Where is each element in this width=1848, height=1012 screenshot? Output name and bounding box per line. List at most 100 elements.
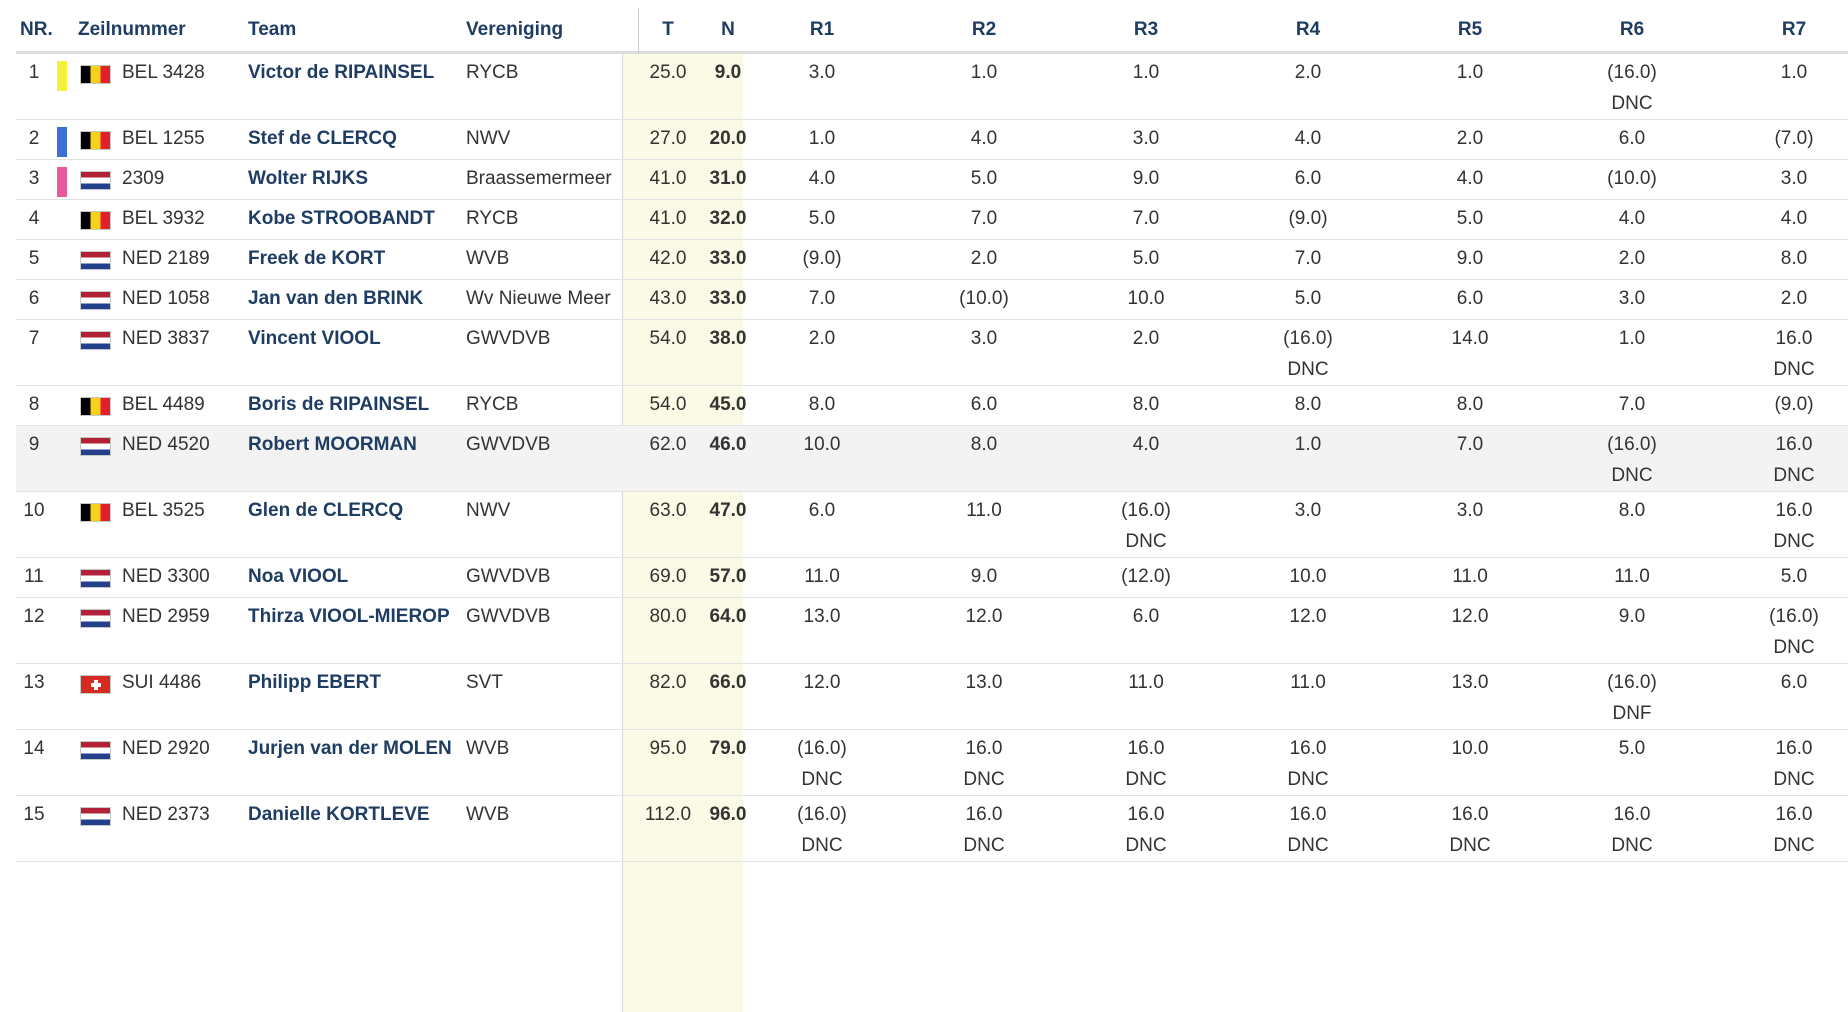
team-link[interactable]: Boris de RIPAINSEL	[248, 394, 430, 415]
total-points: 54.0	[649, 394, 687, 415]
race-penalty-code: DNC	[963, 769, 1005, 790]
race-score: 2.0	[1456, 128, 1484, 149]
header-race-7[interactable]: R7	[1781, 19, 1807, 40]
race-6-result: 1.0	[1572, 323, 1692, 354]
table-row[interactable]: 6 NED 1058 Jan van den BRINK Wv Nieuwe Meer…	[16, 280, 1848, 320]
table-row[interactable]: 11 NED 3300 Noa VIOOL GWVDVB 69.0 57.0 11.0 9.0…	[16, 558, 1848, 598]
header-club[interactable]: Vereniging	[466, 19, 564, 40]
race-4-result: 3.0	[1248, 495, 1368, 526]
table-row[interactable]: 4 BEL 3932 Kobe STROOBANDT RYCB 41.0 32.0 5.0 7…	[16, 200, 1848, 240]
rank: 7	[28, 328, 40, 349]
race-score: 9.0	[1618, 606, 1646, 627]
sail-number: NED 4520	[122, 434, 210, 455]
race-6-result: 11.0	[1572, 561, 1692, 592]
netherlands-flag-icon	[80, 609, 111, 628]
race-score: 12.0	[965, 606, 1003, 627]
total-points: 95.0	[649, 738, 687, 759]
race-score: 7.0	[1456, 434, 1484, 455]
table-row[interactable]: 3 2309 Wolter RIJKS Braassemermeer 41.0 31.0 4…	[16, 160, 1848, 200]
team-link[interactable]: Freek de KORT	[248, 248, 386, 269]
team-link[interactable]: Kobe STROOBANDT	[248, 208, 435, 229]
team-link[interactable]: Glen de CLERCQ	[248, 500, 404, 521]
header-race-6[interactable]: R6	[1619, 19, 1645, 40]
table-row[interactable]: 14 NED 2920 Jurjen van der MOLEN WVB 95.0 79.…	[16, 730, 1848, 796]
table-row[interactable]: 8 BEL 4489 Boris de RIPAINSEL RYCB 54.0 45.0 8…	[16, 386, 1848, 426]
race-score: 7.0	[1618, 394, 1646, 415]
race-7-result: (16.0) DNC	[1734, 601, 1848, 663]
race-score: 5.0	[808, 208, 836, 229]
header-team[interactable]: Team	[248, 19, 297, 40]
team-link[interactable]: Philipp EBERT	[248, 672, 381, 693]
total-points: 69.0	[649, 566, 687, 587]
header-sail-number[interactable]: Zeilnummer	[78, 19, 186, 40]
team-link[interactable]: Jurjen van der MOLEN	[248, 738, 452, 759]
team-link[interactable]: Vincent VIOOL	[248, 328, 381, 349]
race-5-result: 13.0	[1410, 667, 1530, 698]
race-2-result: 16.0 DNC	[924, 733, 1044, 795]
table-row[interactable]: 15 NED 2373 Danielle KORTLEVE WVB 112.0 96.0 (…	[16, 796, 1848, 862]
sail-number: NED 2959	[122, 606, 210, 627]
header-race-2[interactable]: R2	[971, 19, 997, 40]
team-link[interactable]: Danielle KORTLEVE	[248, 804, 430, 825]
team-link[interactable]: Thirza VIOOL-MIEROP	[248, 606, 450, 627]
race-6-result: 16.0 DNC	[1572, 799, 1692, 861]
race-3-result: 11.0	[1086, 667, 1206, 698]
rank: 1	[28, 62, 40, 83]
race-score: 14.0	[1451, 328, 1489, 349]
race-score: 5.0	[1618, 738, 1646, 759]
net-points: 57.0	[709, 566, 747, 587]
race-score: 2.0	[1618, 248, 1646, 269]
team-link[interactable]: Victor de RIPAINSEL	[248, 62, 435, 83]
table-row[interactable]: 12 NED 2959 Thirza VIOOL-MIEROP GWVDVB 80.0 6…	[16, 598, 1848, 664]
team-link[interactable]: Noa VIOOL	[248, 566, 349, 587]
table-row[interactable]: 9 NED 4520 Robert MOORMAN GWVDVB 62.0 46.0 10.…	[16, 426, 1848, 492]
race-1-result: 12.0	[762, 667, 882, 698]
race-3-result: (12.0)	[1086, 561, 1206, 592]
race-5-result: 3.0	[1410, 495, 1530, 526]
table-row[interactable]: 7 NED 3837 Vincent VIOOL GWVDVB 54.0 38.0 2.0 3…	[16, 320, 1848, 386]
race-2-result: 5.0	[924, 163, 1044, 194]
table-row[interactable]: 10 BEL 3525 Glen de CLERCQ NWV 63.0 47.0 6.0 11…	[16, 492, 1848, 558]
table-row[interactable]: 5 NED 2189 Freek de KORT WVB 42.0 33.0 (9.0) 2.…	[16, 240, 1848, 280]
team-link[interactable]: Wolter RIJKS	[248, 168, 369, 189]
header-race-3[interactable]: R3	[1133, 19, 1159, 40]
race-score: (16.0)	[1769, 606, 1819, 627]
header-race-1[interactable]: R1	[809, 19, 835, 40]
race-score: 11.0	[1452, 566, 1488, 587]
race-4-result: 2.0	[1248, 57, 1368, 88]
net-points: 79.0	[709, 738, 747, 759]
race-2-result: 2.0	[924, 243, 1044, 274]
race-4-result: 5.0	[1248, 283, 1368, 314]
table-row[interactable]: 2 BEL 1255 Stef de CLERCQ NWV 27.0 20.0 1.0 4.0…	[16, 120, 1848, 160]
race-score: 4.0	[808, 168, 836, 189]
club-name: Wv Nieuwe Meer	[466, 288, 611, 309]
team-link[interactable]: Stef de CLERCQ	[248, 128, 397, 149]
header-total[interactable]: T	[662, 19, 674, 40]
race-5-result: 8.0	[1410, 389, 1530, 420]
results-table: NR. Zeilnummer Team Vereniging T N R1 R2…	[16, 0, 1848, 862]
race-score: 16.0	[1127, 738, 1165, 759]
table-row[interactable]: 13 SUI 4486 Philipp EBERT SVT 82.0 66.0 12.0 13…	[16, 664, 1848, 730]
race-score: 12.0	[1289, 606, 1327, 627]
race-4-result: 16.0 DNC	[1248, 799, 1368, 861]
race-2-result: 6.0	[924, 389, 1044, 420]
race-7-result: 16.0 DNC	[1734, 429, 1848, 491]
race-penalty-code: DNC	[1773, 465, 1815, 486]
race-score: 6.0	[808, 500, 836, 521]
race-4-result: 1.0	[1248, 429, 1368, 460]
team-link[interactable]: Robert MOORMAN	[248, 434, 417, 455]
race-5-result: 12.0	[1410, 601, 1530, 632]
race-score: 16.0	[1289, 804, 1327, 825]
header-race-4[interactable]: R4	[1295, 19, 1321, 40]
header-net[interactable]: N	[721, 19, 735, 40]
sail-number: NED 1058	[122, 288, 210, 309]
table-row[interactable]: 1 BEL 3428 Victor de RIPAINSEL RYCB 25.0 9.0 3…	[16, 54, 1848, 120]
race-5-result: 14.0	[1410, 323, 1530, 354]
team-link[interactable]: Jan van den BRINK	[248, 288, 424, 309]
header-nr[interactable]: NR.	[20, 19, 53, 40]
sail-number: BEL 3525	[122, 500, 205, 521]
race-1-result: (16.0) DNC	[762, 799, 882, 861]
race-6-result: 4.0	[1572, 203, 1692, 234]
sail-number: BEL 3932	[122, 208, 205, 229]
header-race-5[interactable]: R5	[1457, 19, 1483, 40]
